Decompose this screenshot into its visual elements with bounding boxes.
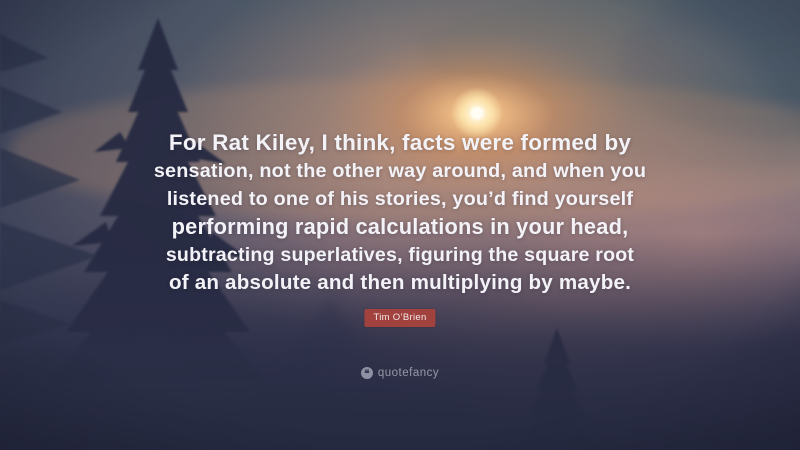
quote-line-3: listened to one of his stories, you’d fi… (166, 188, 634, 210)
quote-line-6: of an absolute and then multiplying by m… (168, 271, 632, 294)
quote-line-1: For Rat Kiley, I think, facts were forme… (168, 130, 632, 155)
quote-text-block: For Rat Kiley, I think, facts were forme… (100, 129, 700, 297)
quote-line-4: performing rapid calculations in your he… (171, 214, 629, 239)
quote-line-5: subtracting superlatives, figuring the s… (165, 244, 635, 266)
quotefancy-logo-text: quotefancy (377, 367, 440, 379)
quotefancy-logo: ❝ quotefancy (0, 366, 800, 380)
author-badge: Tim O’Brien (364, 309, 436, 327)
quote-line-2: sensation, not the other way around, and… (153, 160, 647, 182)
quote-marks-icon: ❝ (360, 367, 373, 379)
